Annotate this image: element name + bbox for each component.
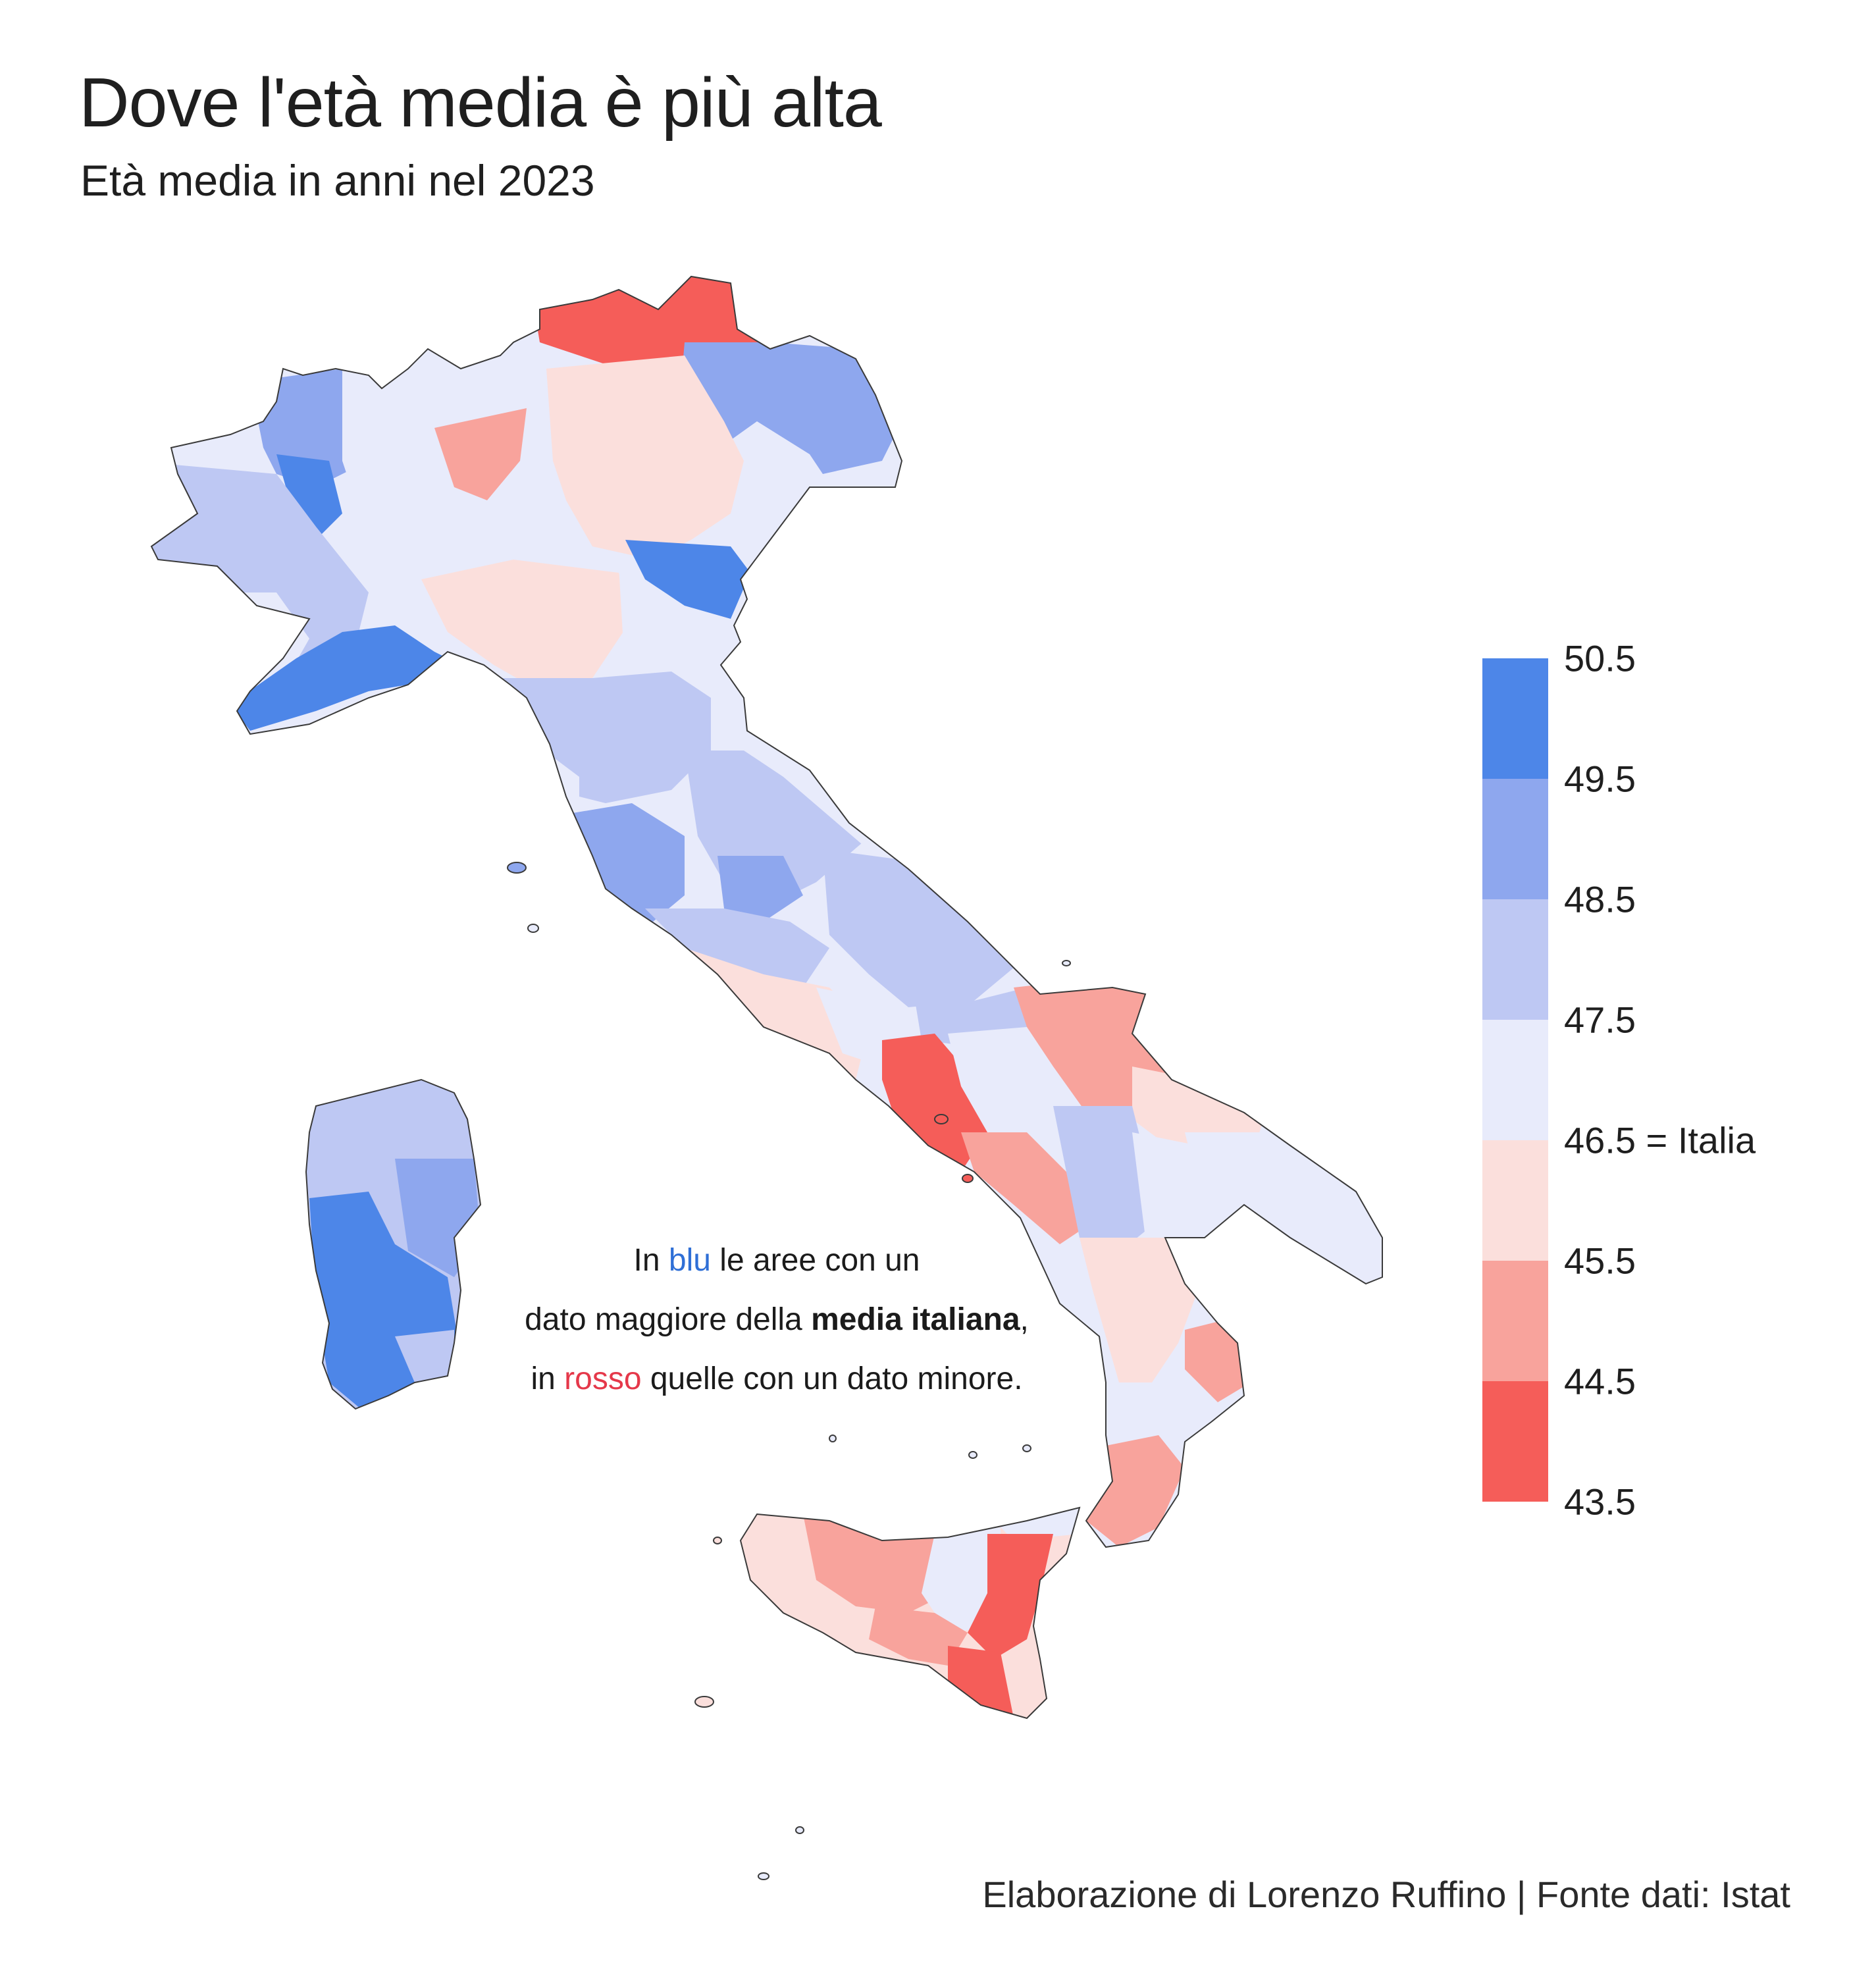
legend-bin-4 bbox=[1482, 1020, 1548, 1140]
legend-bin-2 bbox=[1482, 779, 1548, 899]
chart-subtitle: Età media in anni nel 2023 bbox=[80, 156, 595, 205]
sicily bbox=[741, 1508, 1080, 1718]
legend-tick-label: 49.5 bbox=[1564, 758, 1636, 800]
region-biella-verbano bbox=[276, 454, 342, 540]
small-islands bbox=[507, 862, 1071, 1880]
sicily-outline bbox=[739, 1506, 1081, 1720]
region-liguria bbox=[230, 625, 500, 731]
mainland-outline bbox=[150, 275, 1383, 1548]
region-terni bbox=[717, 856, 803, 922]
region-sondrio bbox=[434, 408, 527, 500]
region-matera bbox=[1132, 1132, 1211, 1238]
region-friuli-veneto-north bbox=[678, 342, 902, 474]
legend-bin-1 bbox=[1482, 658, 1548, 779]
legend-tick-label: 43.5 bbox=[1564, 1481, 1636, 1523]
region-cosenza bbox=[1080, 1238, 1198, 1382]
region-potenza bbox=[1053, 1106, 1145, 1257]
legend-tick-label: 45.5 bbox=[1564, 1240, 1636, 1282]
region-abruzzo bbox=[823, 849, 1014, 1007]
annotation-bold-text: media italiana bbox=[811, 1302, 1020, 1337]
region-emilia-west bbox=[421, 560, 632, 691]
annotation-red-word: rosso bbox=[564, 1361, 642, 1396]
sardinia-outline bbox=[305, 1078, 482, 1410]
legend-bin-6 bbox=[1482, 1261, 1548, 1381]
annotation-line-2: dato maggiore della media italiana, bbox=[525, 1302, 1029, 1337]
region-puglia-south bbox=[1185, 1132, 1382, 1290]
region-salerno bbox=[961, 1132, 1080, 1244]
map-annotation: In blu le aree con un dato maggiore dell… bbox=[461, 1231, 1093, 1409]
chart-title: Dove l'età media è più alta bbox=[79, 64, 882, 142]
source-credit: Elaborazione di Lorenzo Ruffino | Fonte … bbox=[982, 1874, 1790, 1915]
region-sardinia-south-east bbox=[395, 1330, 454, 1382]
legend-tick-label: 50.5 bbox=[1564, 637, 1636, 679]
region-agrigento bbox=[869, 1606, 968, 1666]
region-ferrara bbox=[625, 540, 750, 619]
annotation-blue-word: blu bbox=[668, 1243, 711, 1278]
region-trentino-veneto bbox=[546, 356, 744, 560]
legend-bin-7 bbox=[1482, 1381, 1548, 1502]
region-benevento-avellino bbox=[948, 1027, 1066, 1132]
legend-bin-5 bbox=[1482, 1140, 1548, 1261]
legend-bin-3 bbox=[1482, 899, 1548, 1020]
legend-tick-label: 46.5 = Italia bbox=[1564, 1119, 1756, 1161]
legend-tick-label: 44.5 bbox=[1564, 1360, 1636, 1402]
region-lazio-south bbox=[685, 948, 869, 1080]
region-reggio-calabria bbox=[1086, 1435, 1185, 1547]
region-lazio-north bbox=[645, 908, 829, 988]
region-catania bbox=[968, 1534, 1053, 1659]
annotation-line-1: In blu le aree con un bbox=[633, 1243, 920, 1278]
legend-tick-label: 47.5 bbox=[1564, 999, 1636, 1041]
legend-tick-label: 48.5 bbox=[1564, 878, 1636, 920]
annotation-line-3: in rosso quelle con un dato minore. bbox=[531, 1361, 1023, 1396]
